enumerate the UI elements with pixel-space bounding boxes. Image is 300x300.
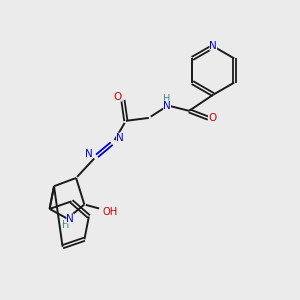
Text: OH: OH	[103, 207, 118, 218]
Text: O: O	[113, 92, 122, 102]
Text: N: N	[209, 41, 217, 51]
Text: O: O	[208, 113, 216, 123]
Text: N: N	[66, 214, 74, 224]
Text: H: H	[164, 94, 171, 104]
Text: N: N	[85, 149, 93, 159]
Text: N: N	[163, 100, 171, 110]
Text: N: N	[116, 133, 124, 142]
Text: H: H	[62, 220, 70, 230]
